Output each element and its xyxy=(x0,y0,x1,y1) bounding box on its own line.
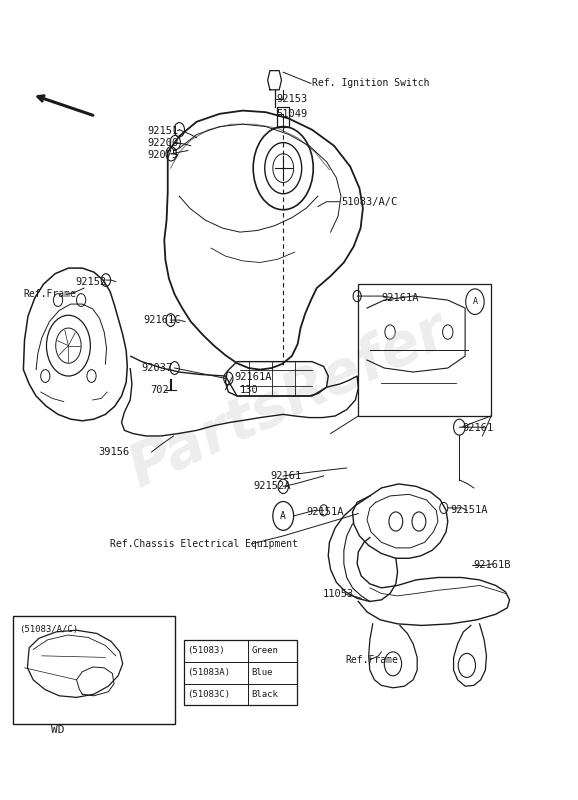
Text: (51083/A/C): (51083/A/C) xyxy=(18,626,78,634)
Text: Green: Green xyxy=(251,646,279,655)
Text: 92161B: 92161B xyxy=(474,561,512,570)
Text: Ref.Frame: Ref.Frame xyxy=(23,290,76,299)
Text: 11053: 11053 xyxy=(323,590,354,599)
Text: 92161: 92161 xyxy=(462,423,494,433)
Text: (51083): (51083) xyxy=(187,646,225,655)
Text: Ref.Frame: Ref.Frame xyxy=(345,655,398,665)
Text: Blue: Blue xyxy=(251,668,273,677)
Text: 92161C: 92161C xyxy=(143,315,181,325)
Text: A: A xyxy=(472,297,477,306)
Text: (51083C): (51083C) xyxy=(187,690,231,699)
Text: 92161: 92161 xyxy=(271,471,302,481)
Text: 92151A: 92151A xyxy=(306,507,344,517)
Bar xyxy=(358,284,491,416)
Text: 92075: 92075 xyxy=(147,150,179,159)
Text: 130: 130 xyxy=(240,385,259,394)
Text: PartsRefer: PartsRefer xyxy=(120,302,458,498)
Text: 92153: 92153 xyxy=(276,94,307,105)
Text: Ref. Ignition Switch: Ref. Ignition Switch xyxy=(312,78,429,89)
Text: 92151A: 92151A xyxy=(451,506,488,515)
Text: 92161A: 92161A xyxy=(234,372,272,382)
Text: Black: Black xyxy=(251,690,279,699)
Text: A: A xyxy=(280,511,286,521)
Text: 92152A: 92152A xyxy=(253,482,291,491)
Text: 51083/A/C: 51083/A/C xyxy=(341,197,397,206)
Text: 92151: 92151 xyxy=(147,126,179,135)
Text: (51083A): (51083A) xyxy=(187,668,231,677)
Bar xyxy=(184,640,297,706)
Text: 92152: 92152 xyxy=(75,277,106,286)
Text: 92161A: 92161A xyxy=(381,293,419,302)
Text: 51049: 51049 xyxy=(276,109,307,118)
Bar xyxy=(13,616,175,724)
Text: WD: WD xyxy=(51,725,65,735)
Text: 39156: 39156 xyxy=(98,447,129,457)
Text: 92037: 92037 xyxy=(142,363,173,373)
Text: Ref.Chassis Electrical Equipment: Ref.Chassis Electrical Equipment xyxy=(110,539,298,549)
Text: 702: 702 xyxy=(150,385,169,394)
Text: 92200: 92200 xyxy=(147,138,179,147)
